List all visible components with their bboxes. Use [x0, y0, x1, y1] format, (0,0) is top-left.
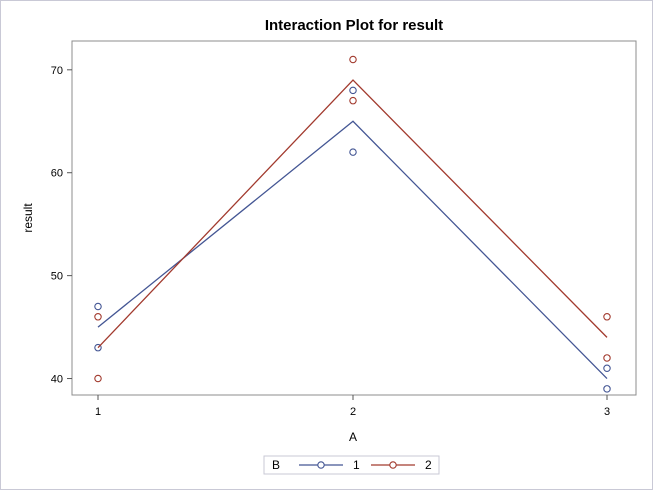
series-2-point [349, 96, 357, 105]
series-2-point [349, 55, 357, 64]
series-1-point [349, 148, 357, 156]
y-tick-label: 50 [51, 271, 63, 283]
legend-box [263, 455, 440, 475]
series-2-point [603, 354, 611, 362]
x-axis-label: A [349, 430, 357, 444]
x-axis: 1 2 3 [95, 395, 610, 418]
legend-swatch-marker-1 [317, 461, 325, 469]
series-layer [94, 55, 611, 393]
series-1-point [603, 364, 611, 372]
y-tick-label: 60 [51, 168, 63, 180]
plot-area [71, 40, 637, 396]
series-1-point [349, 86, 357, 95]
legend-label-1: 1 [353, 458, 360, 472]
legend-swatch-marker-2 [389, 461, 397, 469]
legend-label-2: 2 [425, 458, 432, 472]
x-tick-label: 3 [604, 406, 610, 418]
series-2-point [94, 313, 102, 321]
series-1-point [94, 343, 102, 352]
legend: B 1 2 [263, 455, 440, 475]
x-tick-label: 1 [95, 406, 101, 418]
series-2-point [94, 374, 102, 383]
y-axis: 40 50 60 70 [51, 65, 72, 386]
chart-title: Interaction Plot for result [265, 17, 443, 34]
y-tick-label: 40 [51, 374, 63, 386]
series-1-point [603, 385, 611, 393]
x-tick-label: 2 [350, 406, 356, 418]
legend-title: B [272, 458, 280, 472]
series-1-point [94, 302, 102, 311]
y-axis-label: result [21, 203, 35, 233]
series-1-mean-line [97, 120, 608, 379]
y-tick-label: 70 [51, 65, 63, 77]
series-2-mean-line [97, 79, 608, 349]
series-2-point [603, 313, 611, 321]
